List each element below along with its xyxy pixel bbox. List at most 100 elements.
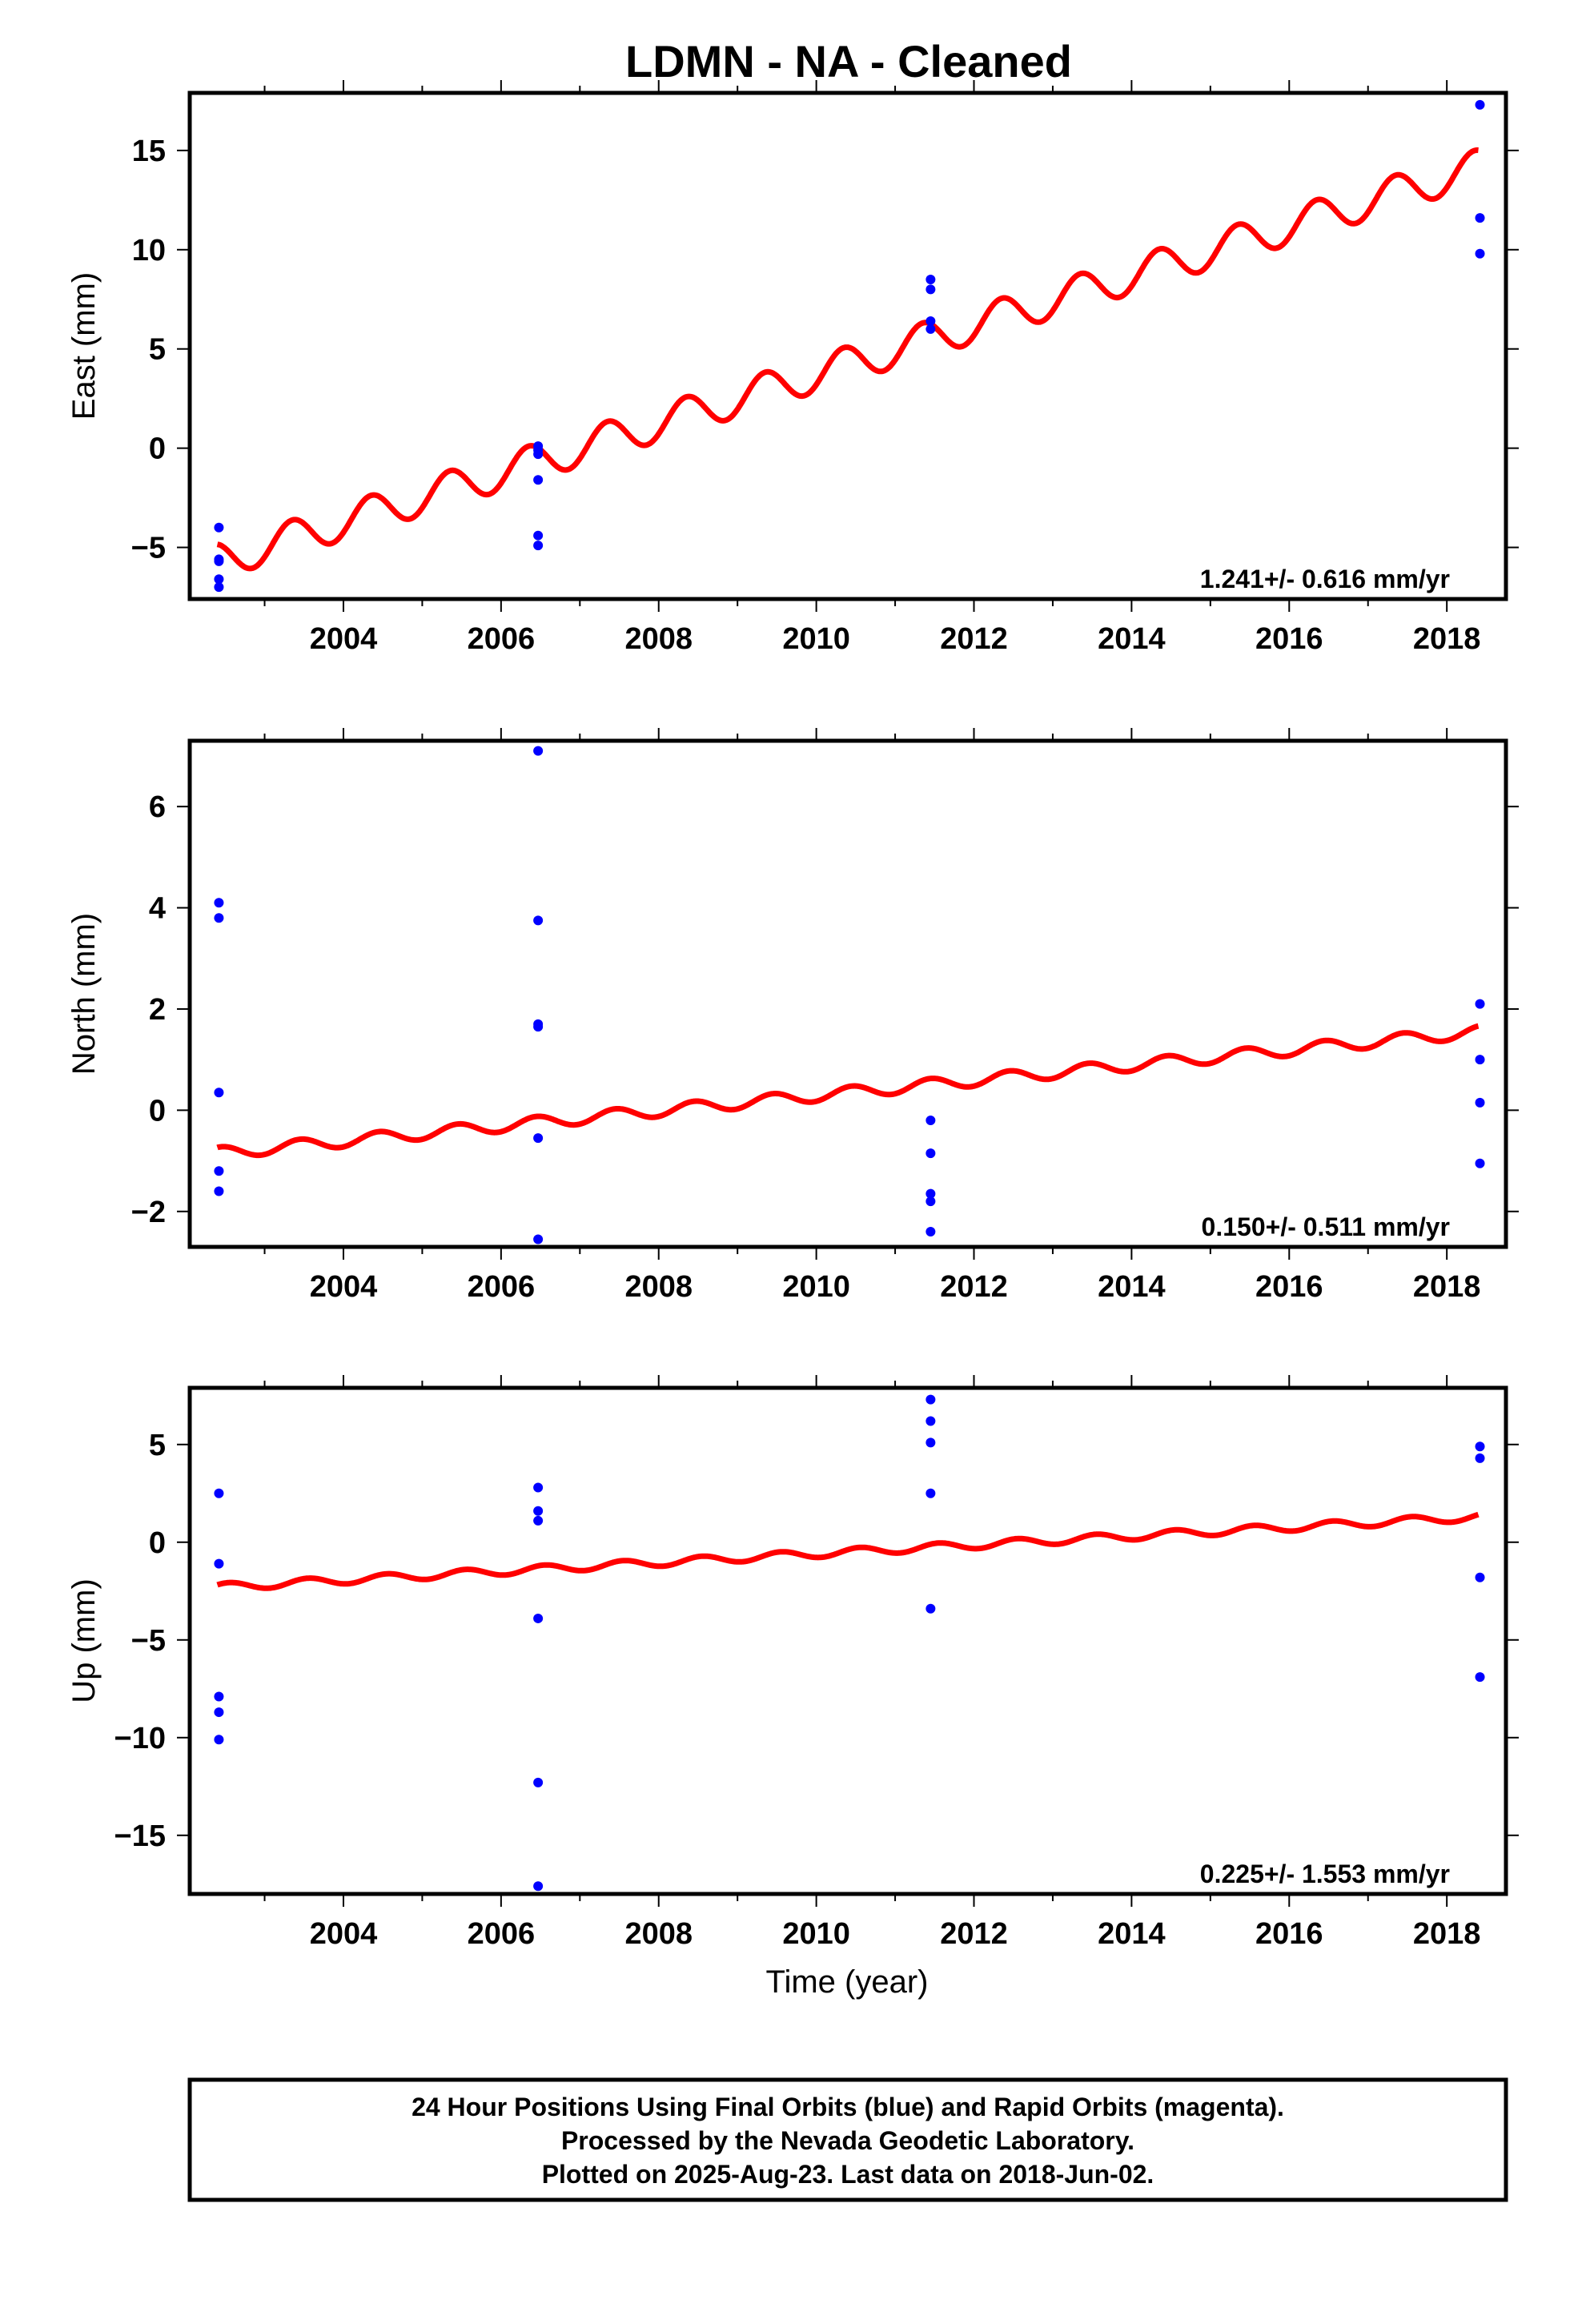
- y-tick-label: 0: [149, 1094, 166, 1128]
- y-tick-label: −5: [131, 1624, 166, 1658]
- data-point: [1475, 1097, 1485, 1108]
- y-tick-label: 5: [149, 333, 166, 367]
- data-point: [214, 574, 224, 585]
- data-point: [214, 1735, 224, 1745]
- x-tick-label: 2008: [624, 1270, 693, 1304]
- x-tick-label: 2010: [782, 622, 850, 656]
- panel-1: 2004 2006 2008 2010 2012 2014 2016 2018 −5 0 5 10 15…: [66, 80, 1519, 656]
- x-tick-label: 2008: [624, 1917, 693, 1951]
- data-point: [1475, 1441, 1485, 1452]
- data-point: [533, 1022, 544, 1032]
- data-point: [533, 915, 544, 926]
- y-tick-label: 10: [132, 234, 166, 267]
- x-tick-label: 2016: [1255, 1917, 1323, 1951]
- data-point: [533, 475, 544, 485]
- y-axis-label: Up (mm): [66, 1578, 102, 1703]
- x-tick-label: 2016: [1255, 622, 1323, 656]
- data-point: [926, 284, 936, 295]
- x-tick-label: 2018: [1413, 1917, 1481, 1951]
- data-point: [533, 1133, 544, 1144]
- y-tick-label: −5: [131, 532, 166, 565]
- data-point: [1475, 1672, 1485, 1683]
- rate-label: 0.225+/- 1.553 mm/yr: [1200, 1860, 1450, 1888]
- panel-2: 2004 2006 2008 2010 2012 2014 2016 2018 −2 0 2 4 6 No…: [66, 728, 1519, 1304]
- x-tick-label: 2012: [940, 1917, 1008, 1951]
- data-point: [1475, 99, 1485, 110]
- x-tick-label: 2004: [310, 1270, 378, 1304]
- data-point: [533, 1515, 544, 1526]
- data-point: [214, 582, 224, 593]
- x-tick-label: 2004: [310, 622, 378, 656]
- data-point: [926, 324, 936, 334]
- chart-title: LDMN - NA - Cleaned: [625, 36, 1072, 86]
- data-point: [214, 1691, 224, 1702]
- data-point: [214, 1186, 224, 1196]
- panel-3: 2004 2006 2008 2010 2012 2014 2016 2018 −15 −10 −5…: [66, 1375, 1519, 1951]
- x-tick-label: 2006: [468, 1270, 536, 1304]
- data-point: [533, 1881, 544, 1892]
- data-point: [1475, 1453, 1485, 1463]
- x-tick-label: 2010: [782, 1270, 850, 1304]
- y-axis-label: East (mm): [66, 272, 102, 420]
- x-tick-label: 2012: [940, 1270, 1008, 1304]
- y-tick-label: 0: [149, 1526, 166, 1560]
- data-point: [214, 898, 224, 908]
- model-curve: [215, 147, 1481, 572]
- x-tick-label: 2018: [1413, 1270, 1481, 1304]
- x-tick-label: 2016: [1255, 1270, 1323, 1304]
- x-tick-label: 2012: [940, 622, 1008, 656]
- data-point: [533, 1506, 544, 1516]
- model-curve: [215, 1511, 1481, 1591]
- data-point: [926, 1437, 936, 1448]
- y-tick-label: 15: [132, 135, 166, 168]
- data-point: [1475, 248, 1485, 259]
- x-tick-label: 2006: [468, 622, 536, 656]
- x-tick-label: 2008: [624, 622, 693, 656]
- data-point: [214, 1088, 224, 1098]
- data-point: [214, 556, 224, 566]
- data-point: [533, 746, 544, 756]
- data-point: [926, 1416, 936, 1426]
- data-point: [926, 274, 936, 284]
- data-point: [1475, 1055, 1485, 1065]
- x-axis-label: Time (year): [766, 1964, 929, 2000]
- rate-label: 0.150+/- 0.511 mm/yr: [1202, 1212, 1450, 1241]
- data-point: [214, 1558, 224, 1569]
- data-point: [926, 1227, 936, 1237]
- x-tick-label: 2018: [1413, 622, 1481, 656]
- data-point: [533, 449, 544, 460]
- data-point: [926, 1196, 936, 1207]
- data-point: [533, 541, 544, 551]
- y-tick-label: 6: [149, 790, 166, 824]
- x-tick-label: 2014: [1098, 1270, 1166, 1304]
- footer-line-2: Processed by the Nevada Geodetic Laborat…: [561, 2126, 1134, 2155]
- x-tick-label: 2014: [1098, 622, 1166, 656]
- data-point: [533, 1482, 544, 1493]
- x-tick-label: 2014: [1098, 1917, 1166, 1951]
- data-point: [926, 1116, 936, 1125]
- plot-frame: [187, 90, 1508, 601]
- data-point: [926, 1148, 936, 1159]
- y-tick-label: −15: [114, 1819, 166, 1853]
- data-point: [1475, 1572, 1485, 1582]
- data-point: [1475, 1158, 1485, 1168]
- data-point: [1475, 999, 1485, 1009]
- x-tick-label: 2006: [468, 1917, 536, 1951]
- data-point: [926, 1394, 936, 1405]
- y-tick-label: −2: [131, 1196, 166, 1229]
- data-point: [533, 530, 544, 541]
- footer-line-1: 24 Hour Positions Using Final Orbits (bl…: [412, 2093, 1284, 2121]
- x-tick-label: 2004: [310, 1917, 378, 1951]
- data-point: [926, 1188, 936, 1199]
- panels: 2004 2006 2008 2010 2012 2014 2016 2018 −5 0 5 10 15…: [66, 80, 1519, 1951]
- footer-box: [187, 2077, 1508, 2202]
- footer-line-3: Plotted on 2025-Aug-23. Last data on 201…: [542, 2160, 1154, 2189]
- y-tick-label: 4: [149, 892, 166, 926]
- x-tick-label: 2010: [782, 1917, 850, 1951]
- plot-frame: [187, 738, 1508, 1249]
- data-point: [214, 522, 224, 533]
- data-point: [1475, 213, 1485, 223]
- y-tick-label: 2: [149, 993, 166, 1027]
- plot-frame: [187, 1385, 1508, 1896]
